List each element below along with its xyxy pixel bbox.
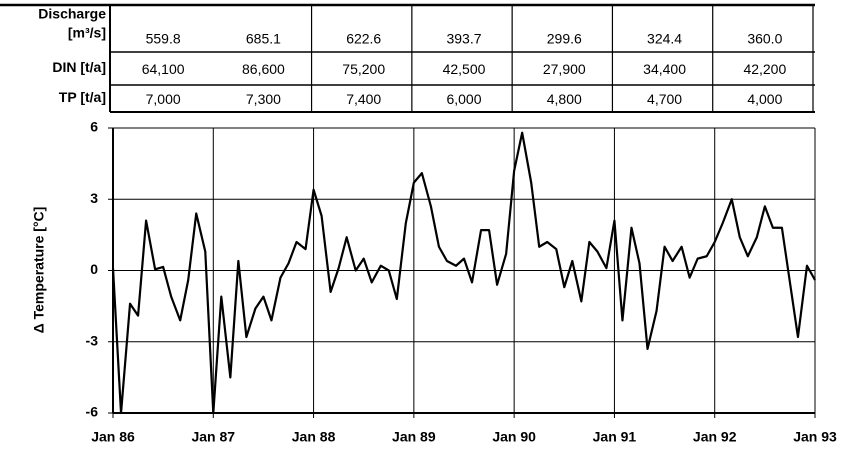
cell: 7,000 — [146, 91, 181, 107]
x-tick-label: Jan 92 — [693, 429, 737, 445]
x-tick-label: Jan 87 — [191, 429, 235, 445]
row-label: TP [t/a] — [59, 89, 106, 105]
y-tick-label: 6 — [90, 119, 98, 135]
cell: 7,400 — [346, 91, 381, 107]
cell: 7,300 — [246, 91, 281, 107]
cell: 42,200 — [743, 61, 786, 77]
x-tick-label: Jan 88 — [292, 429, 336, 445]
cell: 622.6 — [346, 31, 381, 47]
x-tick-label: Jan 91 — [593, 429, 637, 445]
cell: 27,900 — [543, 61, 586, 77]
x-tick-label: Jan 93 — [793, 429, 837, 445]
cell: 685.1 — [246, 31, 281, 47]
y-tick-label: 3 — [90, 190, 98, 206]
cell: 42,500 — [443, 61, 486, 77]
cell: 559.8 — [146, 31, 181, 47]
y-axis-title: Δ Temperature [°C] — [31, 207, 47, 334]
row-label: DIN [t/a] — [52, 59, 106, 75]
cell: 34,400 — [643, 61, 686, 77]
y-tick-label: -6 — [86, 404, 99, 420]
cell: 299.6 — [547, 31, 582, 47]
cell: 75,200 — [342, 61, 385, 77]
y-tick-label: 0 — [90, 261, 98, 277]
cell: 4,000 — [747, 91, 782, 107]
cell: 86,600 — [242, 61, 285, 77]
y-tick-label: -3 — [86, 332, 99, 348]
x-tick-label: Jan 86 — [91, 429, 135, 445]
cell: 360.0 — [747, 31, 782, 47]
x-tick-label: Jan 89 — [392, 429, 436, 445]
cell: 64,100 — [142, 61, 185, 77]
row-label: Discharge — [38, 6, 106, 22]
row-label: [m³/s] — [68, 25, 106, 41]
cell: 324.4 — [647, 31, 682, 47]
series-line — [111, 131, 816, 415]
cell: 4,800 — [547, 91, 582, 107]
cell: 4,700 — [647, 91, 682, 107]
cell: 393.7 — [446, 31, 481, 47]
cell: 6,000 — [446, 91, 481, 107]
x-tick-label: Jan 90 — [492, 429, 536, 445]
